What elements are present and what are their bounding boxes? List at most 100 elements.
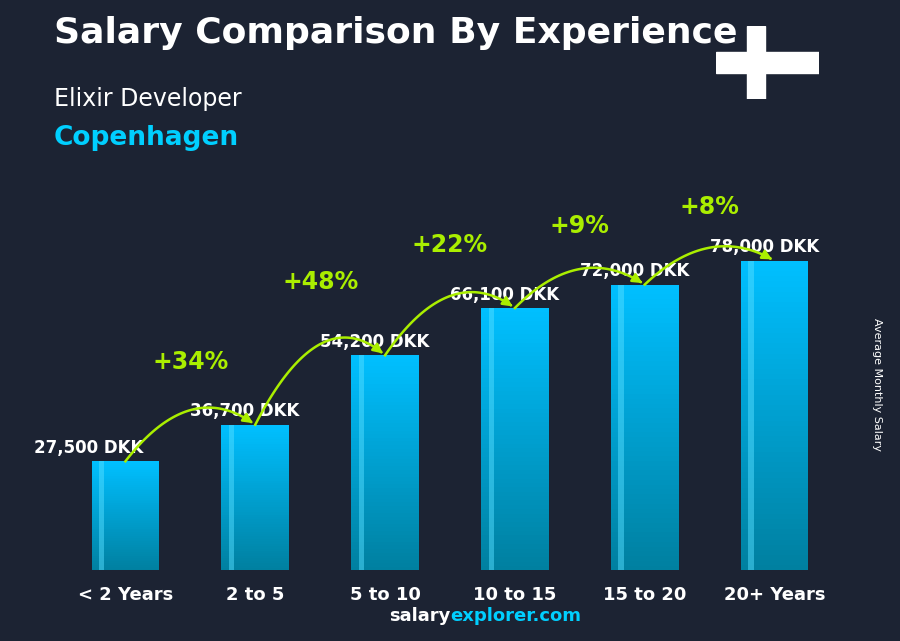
- Bar: [482, 549, 549, 553]
- Bar: [482, 444, 549, 448]
- Bar: [482, 365, 549, 369]
- Bar: [221, 500, 289, 503]
- Bar: [351, 524, 418, 528]
- Bar: [92, 525, 159, 527]
- Bar: [92, 558, 159, 560]
- Bar: [482, 431, 549, 435]
- Bar: [221, 432, 289, 435]
- Bar: [611, 304, 679, 308]
- Bar: [221, 429, 289, 432]
- Bar: [351, 452, 418, 456]
- Bar: [351, 373, 418, 377]
- Bar: [611, 470, 679, 475]
- Bar: [741, 369, 808, 374]
- Bar: [741, 302, 808, 307]
- Bar: [611, 351, 679, 356]
- Bar: [351, 420, 418, 424]
- Bar: [221, 478, 289, 481]
- Bar: [482, 558, 549, 562]
- Bar: [611, 370, 679, 375]
- Bar: [351, 434, 418, 438]
- Bar: [741, 266, 808, 271]
- Bar: [221, 493, 289, 495]
- Bar: [92, 469, 159, 470]
- Bar: [482, 439, 549, 444]
- Bar: [482, 457, 549, 461]
- Bar: [221, 437, 289, 439]
- Bar: [746, 26, 765, 99]
- Bar: [611, 513, 679, 518]
- Bar: [221, 539, 289, 542]
- Bar: [221, 517, 289, 519]
- Bar: [221, 439, 289, 442]
- Bar: [351, 362, 418, 366]
- Bar: [741, 437, 808, 442]
- Bar: [482, 435, 549, 439]
- Bar: [482, 334, 549, 338]
- Bar: [741, 292, 808, 297]
- Bar: [221, 507, 289, 510]
- Bar: [351, 513, 418, 517]
- Bar: [741, 400, 808, 405]
- Bar: [741, 415, 808, 420]
- Bar: [351, 488, 418, 492]
- Bar: [221, 519, 289, 522]
- Bar: [741, 317, 808, 322]
- Bar: [221, 542, 289, 544]
- Bar: [351, 445, 418, 449]
- Bar: [741, 467, 808, 472]
- Bar: [741, 452, 808, 457]
- Bar: [611, 456, 679, 461]
- Bar: [611, 561, 679, 566]
- Bar: [482, 522, 549, 527]
- Bar: [92, 542, 159, 543]
- Bar: [741, 550, 808, 555]
- Bar: [351, 567, 418, 570]
- Text: 27,500 DKK: 27,500 DKK: [34, 439, 144, 457]
- Bar: [482, 531, 549, 535]
- Bar: [482, 404, 549, 408]
- Bar: [741, 555, 808, 560]
- Bar: [351, 485, 418, 488]
- Bar: [92, 505, 159, 507]
- Bar: [221, 461, 289, 463]
- Bar: [611, 480, 679, 485]
- Bar: [611, 322, 679, 328]
- Bar: [351, 431, 418, 434]
- Bar: [92, 569, 159, 570]
- Bar: [482, 387, 549, 391]
- Bar: [351, 560, 418, 563]
- Bar: [482, 535, 549, 540]
- Bar: [221, 485, 289, 488]
- Bar: [351, 366, 418, 370]
- Bar: [221, 454, 289, 456]
- Bar: [611, 308, 679, 313]
- Text: Elixir Developer: Elixir Developer: [54, 87, 241, 110]
- Bar: [351, 424, 418, 427]
- Bar: [741, 488, 808, 493]
- Bar: [221, 435, 289, 437]
- Bar: [92, 503, 159, 505]
- Bar: [482, 505, 549, 509]
- Bar: [611, 342, 679, 347]
- Bar: [741, 354, 808, 359]
- Bar: [611, 428, 679, 432]
- Bar: [351, 499, 418, 503]
- Bar: [611, 461, 679, 465]
- Bar: [482, 509, 549, 513]
- Bar: [92, 472, 159, 474]
- Bar: [611, 504, 679, 508]
- Bar: [92, 543, 159, 545]
- Bar: [92, 496, 159, 497]
- Bar: [351, 528, 418, 531]
- Bar: [611, 294, 679, 299]
- Bar: [611, 385, 679, 389]
- Bar: [351, 470, 418, 474]
- Text: explorer.com: explorer.com: [450, 607, 581, 625]
- Bar: [611, 442, 679, 447]
- Bar: [221, 568, 289, 570]
- Bar: [351, 416, 418, 420]
- Bar: [716, 52, 819, 73]
- Bar: [92, 549, 159, 551]
- Bar: [482, 566, 549, 570]
